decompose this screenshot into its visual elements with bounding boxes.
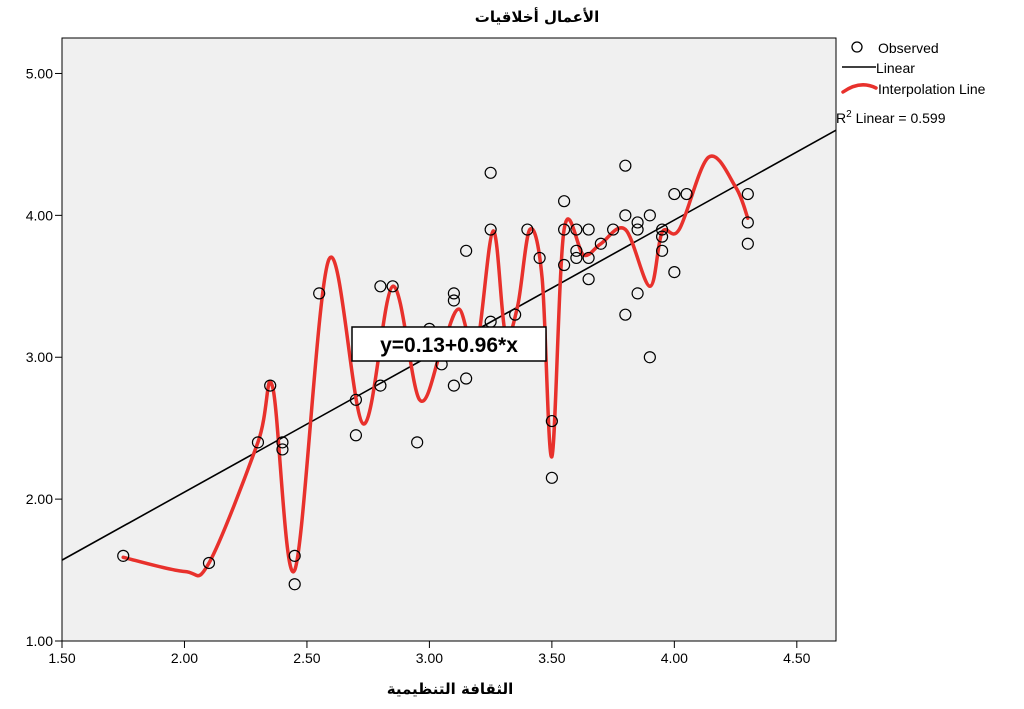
x-tick-label: 2.50 [293, 650, 320, 666]
observed-point [460, 372, 473, 385]
observed-point [460, 244, 473, 257]
observed-point [349, 393, 363, 406]
observed-point [680, 187, 693, 201]
observed-point [741, 237, 754, 250]
interpolation-line [121, 154, 750, 578]
observed-point [582, 223, 595, 236]
legend: Observed Linear Interpolation Line R2 Li… [836, 40, 986, 126]
observed-point [545, 471, 558, 484]
x-tick-label: 4.50 [783, 650, 810, 666]
legend-r2-label: R2 Linear = 0.599 [836, 109, 946, 126]
observed-point [349, 429, 363, 442]
observed-point [374, 280, 387, 293]
observed-point [447, 379, 460, 392]
observed-point [484, 166, 497, 179]
r2-r: R [836, 110, 846, 126]
x-tick-label: 4.00 [661, 650, 688, 666]
observed-point [643, 209, 656, 222]
observed-point [582, 273, 595, 286]
observed-point [509, 308, 522, 321]
equation-label: y=0.13+0.96*x [351, 326, 547, 362]
observed-point [386, 280, 399, 293]
observed-point [655, 244, 669, 257]
x-tick-label: 1.50 [48, 650, 75, 666]
y-tick-label: 4.00 [26, 207, 53, 223]
x-tick-label: 3.00 [416, 650, 443, 666]
observed-point [447, 294, 460, 307]
observed-point [655, 230, 669, 243]
legend-observed-marker [851, 41, 863, 53]
observed-point [631, 223, 644, 236]
chart-title: الأعمال أخلاقيات [475, 7, 599, 26]
observed-point [558, 258, 571, 272]
observed-point [655, 223, 669, 236]
r2-value: Linear = 0.599 [852, 110, 946, 126]
observed-point [619, 159, 632, 172]
observed-point [533, 251, 546, 265]
legend-interpolation-label: Interpolation Line [878, 81, 986, 97]
x-tick-label: 3.50 [538, 650, 565, 666]
y-axis: 1.00 2.00 3.00 4.00 5.00 [26, 65, 62, 649]
equation-box [351, 326, 547, 362]
observed-point [545, 414, 558, 428]
observed-point [607, 223, 620, 236]
observed-point [558, 195, 571, 208]
x-tick-label: 2.00 [171, 650, 198, 666]
observed-point [202, 556, 216, 570]
observed-point [570, 223, 583, 236]
observed-point [288, 578, 301, 591]
x-axis-title: الثقافة التنظيمية [387, 680, 514, 698]
observed-point [484, 223, 497, 236]
observed-point [619, 209, 632, 222]
observed-point [447, 287, 460, 300]
legend-observed-label: Observed [878, 40, 939, 56]
observed-point [521, 223, 534, 236]
observed-point [631, 216, 644, 229]
observed-point [313, 287, 326, 300]
y-tick-label: 3.00 [26, 349, 53, 365]
observed-point [741, 187, 754, 201]
observed-point [558, 223, 571, 236]
observed-point [374, 379, 387, 392]
observed-point [570, 244, 583, 257]
observed-point [251, 436, 265, 449]
observed-point [668, 187, 681, 201]
legend-interpolation-swatch [841, 83, 878, 94]
observed-point [619, 308, 632, 321]
observed-point [668, 266, 681, 279]
observed-point [570, 251, 583, 265]
x-axis: 1.50 2.00 2.50 3.00 3.50 4.00 4.50 [48, 641, 811, 666]
observed-point [117, 549, 130, 562]
observed-point [288, 549, 301, 562]
y-tick-label: 5.00 [26, 65, 53, 81]
observed-point [631, 287, 644, 300]
observed-point [411, 436, 424, 449]
observed-point [582, 251, 595, 265]
observed-point [594, 237, 607, 250]
observed-point [264, 379, 277, 392]
y-tick-label: 2.00 [26, 491, 53, 507]
r2-superscript: 2 [846, 109, 852, 120]
y-tick-label: 1.00 [26, 633, 53, 649]
observed-point [643, 351, 656, 364]
observed-point [276, 436, 289, 449]
observed-point [276, 443, 289, 456]
legend-linear-label: Linear [876, 60, 915, 76]
equation-text: y=0.13+0.96*x [380, 334, 518, 357]
observed-point [741, 216, 754, 229]
